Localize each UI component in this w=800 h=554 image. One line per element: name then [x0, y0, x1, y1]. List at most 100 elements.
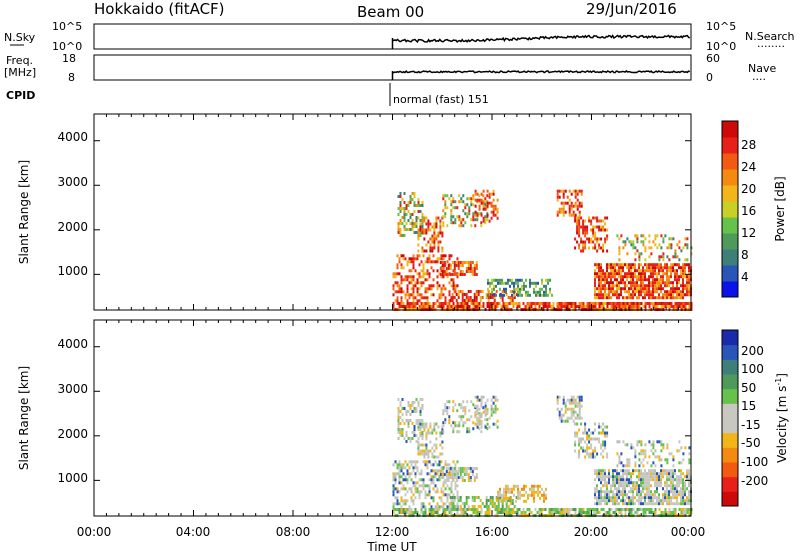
data-cell [672, 237, 675, 241]
data-cell [504, 305, 507, 308]
data-cell [682, 499, 684, 503]
data-cell [650, 246, 653, 250]
data-cell [614, 269, 616, 273]
data-cell [668, 502, 670, 506]
data-cell [427, 452, 430, 456]
colorbar-swatch [722, 447, 738, 463]
data-cell [436, 502, 439, 506]
data-cell [584, 234, 587, 238]
data-cell [686, 290, 688, 294]
data-cell [654, 490, 656, 494]
data-cell [608, 287, 610, 291]
data-cell [486, 194, 489, 198]
data-cell [562, 207, 565, 211]
data-cell [491, 287, 493, 291]
noise-right-dots: ........ [757, 37, 785, 50]
data-cell [473, 273, 476, 276]
data-cell [570, 302, 573, 305]
data-cell [460, 302, 463, 305]
data-cell [596, 484, 598, 488]
data-cell [450, 424, 453, 428]
data-cell [469, 290, 472, 293]
data-cell [648, 240, 651, 244]
data-cell [418, 281, 421, 285]
data-cell [441, 246, 444, 250]
data-cell [574, 189, 577, 193]
data-cell [618, 493, 620, 497]
data-cell [564, 401, 567, 405]
data-cell [664, 484, 666, 488]
data-cell [467, 299, 470, 302]
data-cell [434, 475, 437, 479]
data-cell [598, 478, 600, 482]
data-cell [604, 284, 606, 288]
data-cell [461, 273, 464, 276]
data-cell [415, 410, 418, 413]
data-cell [505, 493, 507, 497]
data-cell [642, 475, 644, 479]
data-cell [584, 228, 587, 232]
power-ytick-2000: 2000 [57, 220, 88, 234]
data-cell [654, 290, 656, 294]
data-cell [686, 278, 688, 282]
data-cell [684, 502, 686, 506]
data-cell [572, 413, 575, 417]
data-cell [537, 493, 539, 497]
data-cell [499, 490, 501, 494]
data-cell [676, 296, 678, 300]
data-cell [417, 228, 420, 232]
colorbar-swatch [722, 359, 738, 375]
data-cell [592, 431, 595, 435]
data-cell [458, 305, 461, 308]
data-cell [624, 275, 626, 279]
data-cell [473, 299, 476, 302]
data-cell [405, 222, 408, 225]
data-cell [616, 269, 618, 273]
data-cell [596, 272, 598, 276]
data-cell [408, 302, 411, 305]
data-cell [486, 422, 489, 426]
data-cell [682, 484, 684, 488]
data-cell [556, 189, 559, 193]
data-cell [466, 302, 469, 305]
data-cell [413, 210, 416, 213]
data-cell [471, 267, 474, 270]
data-cell [511, 487, 513, 491]
data-cell [574, 398, 577, 402]
data-cell [526, 302, 529, 305]
data-cell [664, 302, 667, 305]
data-cell [592, 305, 595, 308]
data-cell [600, 481, 602, 485]
data-cell [484, 221, 487, 225]
data-cell [610, 508, 613, 511]
noise-left-label: N.Sky [4, 31, 36, 44]
data-cell [660, 266, 662, 270]
data-cell [541, 487, 543, 491]
data-cell [558, 508, 561, 511]
data-cell [491, 502, 494, 505]
data-cell [452, 206, 455, 210]
data-cell [640, 281, 642, 285]
data-cell [396, 299, 399, 303]
data-cell [564, 511, 567, 514]
data-cell [535, 290, 537, 294]
data-cell [446, 508, 449, 511]
data-cell [682, 290, 684, 294]
data-cell [606, 452, 609, 456]
data-cell [654, 511, 657, 514]
data-cell [680, 275, 682, 279]
data-cell [412, 302, 415, 305]
data-cell [458, 302, 461, 305]
data-cell [415, 440, 418, 443]
data-cell [451, 273, 454, 276]
data-cell [576, 204, 579, 208]
data-cell [676, 496, 678, 500]
data-cell [424, 508, 427, 511]
data-cell [418, 478, 421, 482]
data-cell [442, 254, 445, 258]
data-cell [474, 305, 477, 308]
data-cell [600, 487, 602, 491]
data-cell [502, 511, 505, 514]
data-cell [412, 278, 415, 282]
data-cell [572, 213, 575, 217]
